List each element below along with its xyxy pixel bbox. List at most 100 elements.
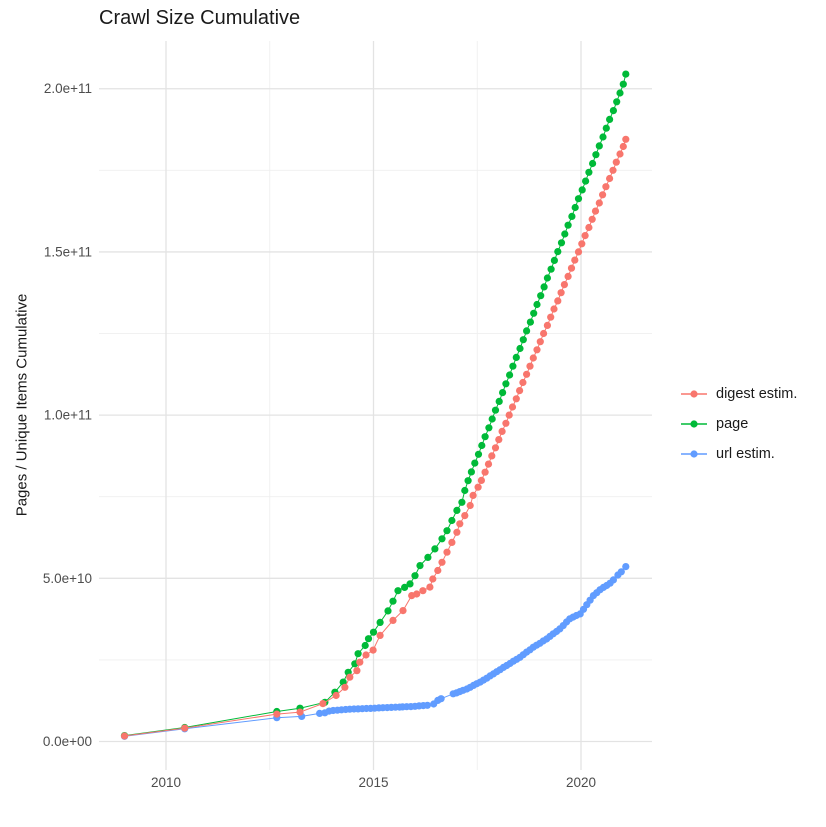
data-point xyxy=(469,491,477,499)
legend-label: page xyxy=(716,416,749,432)
data-point xyxy=(488,415,496,423)
data-point xyxy=(595,142,603,150)
data-point xyxy=(564,221,572,229)
data-point xyxy=(602,124,610,132)
data-point xyxy=(448,516,456,525)
data-point xyxy=(581,232,589,240)
data-point xyxy=(595,199,603,207)
data-point xyxy=(438,535,446,543)
data-point xyxy=(519,378,527,387)
data-point xyxy=(609,166,617,174)
legend-label: digest estim. xyxy=(716,386,798,402)
data-point xyxy=(477,476,485,484)
data-point xyxy=(599,133,607,141)
data-point xyxy=(437,695,445,703)
data-point xyxy=(120,732,129,740)
legend-item-url-estim: url estim. xyxy=(681,439,797,469)
data-point xyxy=(356,658,364,666)
data-point xyxy=(512,395,520,403)
data-point xyxy=(376,631,384,640)
data-point xyxy=(529,354,537,362)
data-point xyxy=(616,89,624,97)
data-point xyxy=(419,587,427,595)
data-point xyxy=(606,115,614,123)
data-point xyxy=(481,433,489,441)
data-point xyxy=(519,336,527,344)
data-point xyxy=(526,318,535,326)
data-point xyxy=(488,452,496,460)
data-point xyxy=(364,635,373,643)
data-point xyxy=(543,274,552,282)
x-tick-label: 2015 xyxy=(358,775,388,790)
data-point xyxy=(376,618,384,627)
x-tick-label: 2020 xyxy=(566,775,596,790)
data-point xyxy=(406,580,414,588)
data-point xyxy=(443,548,451,556)
data-point xyxy=(554,248,562,256)
data-point xyxy=(589,159,597,168)
y-tick-label: 2.0e+11 xyxy=(44,81,92,96)
data-point xyxy=(616,150,624,158)
data-point xyxy=(399,607,407,615)
data-point xyxy=(622,563,630,571)
data-point xyxy=(619,80,627,88)
data-point xyxy=(181,724,189,732)
data-point xyxy=(389,597,397,605)
data-point xyxy=(466,501,474,510)
data-point xyxy=(394,587,402,595)
data-point xyxy=(453,506,461,514)
data-point xyxy=(474,483,482,491)
x-tick-label: 2010 xyxy=(151,775,181,790)
data-point xyxy=(461,486,469,495)
data-point xyxy=(617,568,625,576)
data-point xyxy=(588,215,596,223)
data-point xyxy=(453,528,461,536)
data-point xyxy=(537,292,545,300)
data-point xyxy=(533,346,541,354)
chart-title: Crawl Size Cumulative xyxy=(99,7,301,29)
data-point xyxy=(502,419,510,427)
data-point xyxy=(561,230,569,238)
data-point xyxy=(606,174,614,183)
y-tick-label: 1.5e+11 xyxy=(44,244,92,259)
data-point xyxy=(567,264,576,272)
legend-item-page: page xyxy=(681,409,797,439)
y-tick-label: 5.0e+10 xyxy=(43,571,92,586)
data-point xyxy=(506,371,514,379)
legend-label: url estim. xyxy=(716,446,775,462)
gridlines-minor xyxy=(99,41,652,770)
data-point xyxy=(474,450,483,458)
data-point xyxy=(622,70,630,78)
data-point xyxy=(456,520,464,528)
data-point xyxy=(443,527,451,535)
data-point xyxy=(369,646,377,654)
data-point xyxy=(571,203,579,212)
data-point xyxy=(341,683,349,691)
data-point xyxy=(543,321,552,329)
data-point xyxy=(574,248,583,256)
data-point xyxy=(384,607,392,615)
data-point xyxy=(458,498,466,506)
data-point xyxy=(438,558,446,566)
data-point xyxy=(609,107,618,115)
data-point xyxy=(509,362,517,370)
data-point xyxy=(491,444,500,452)
data-point xyxy=(389,616,397,625)
data-point xyxy=(505,411,513,419)
data-point xyxy=(346,673,354,681)
data-point xyxy=(516,344,524,353)
data-point xyxy=(574,195,583,203)
x-tick-labels: 2010 2015 2020 xyxy=(151,775,596,790)
data-point xyxy=(369,628,378,636)
data-point xyxy=(353,667,361,675)
data-point xyxy=(362,651,370,659)
data-point xyxy=(484,460,493,468)
data-point xyxy=(502,380,510,388)
data-point xyxy=(424,553,432,562)
data-point xyxy=(431,545,439,553)
data-point xyxy=(622,135,630,143)
data-point xyxy=(591,207,600,215)
data-point xyxy=(612,158,620,166)
data-point xyxy=(434,566,442,575)
